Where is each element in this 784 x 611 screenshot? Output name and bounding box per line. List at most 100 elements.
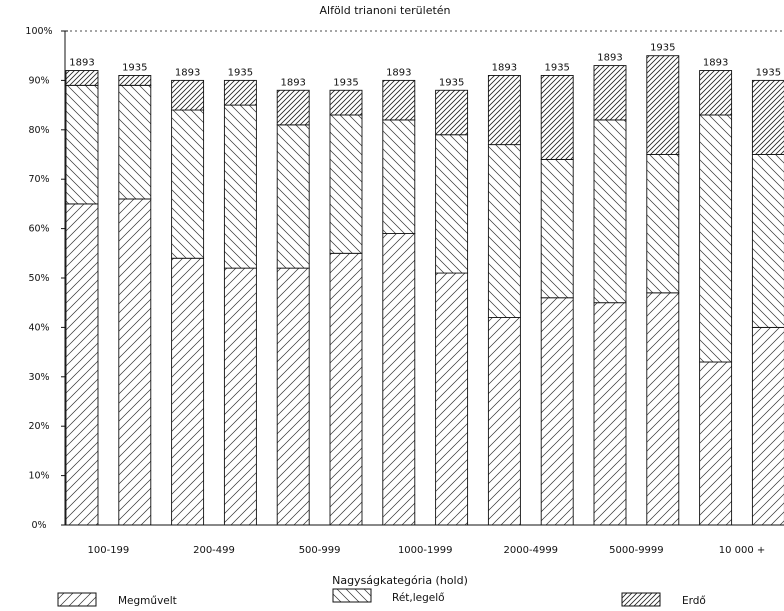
bar-stack (646, 55, 680, 526)
bar-stack (118, 75, 152, 526)
bar-year-label: 1935 (756, 67, 781, 78)
bar-segment-erdo (223, 79, 257, 106)
x-category-label: 1000-1999 (398, 545, 453, 556)
legend-item-megmuvelt: Megművelt (57, 592, 177, 607)
bar-segment-ret-legelo (223, 104, 257, 269)
bar-year-label: 1893 (69, 58, 94, 69)
bar-segment-megmuvelt (329, 252, 363, 526)
bar-segment-ret-legelo (118, 84, 152, 200)
chart-title: Alföld trianoni területén (319, 4, 450, 17)
bar-stack (593, 65, 627, 526)
x-category-label: 5000-9999 (609, 545, 664, 556)
bar-year-label: 1893 (175, 67, 200, 78)
bar-year-label: 1935 (122, 62, 147, 73)
y-tick-label: 80% (28, 125, 49, 136)
bar-year-label: 1893 (280, 77, 305, 88)
bar-stack (382, 79, 416, 526)
bar-segment-ret-legelo (487, 144, 521, 318)
y-tick-label: 40% (28, 322, 49, 333)
bar-segment-erdo (646, 55, 680, 155)
bar-segment-ret-legelo (65, 84, 99, 205)
bar-segment-ret-legelo (646, 154, 680, 294)
bar-segment-ret-legelo (276, 124, 310, 269)
legend-label-ret-legelo: Rét,legelő (392, 592, 445, 604)
bar-year-label: 1893 (492, 62, 517, 73)
bar-segment-megmuvelt (435, 272, 469, 526)
bar-segment-megmuvelt (699, 361, 733, 526)
year-labels-group: 1893 1935 1893 1935 1893 1935 1893 1935 1893 1935… (69, 43, 781, 89)
bar-segment-erdo (329, 89, 363, 116)
bar-segment-erdo (65, 70, 99, 86)
x-category-label: 500-999 (299, 545, 341, 556)
bar-segment-megmuvelt (276, 267, 310, 526)
bar-stack (171, 79, 205, 526)
bar-stack (435, 89, 469, 526)
bar-segment-megmuvelt (171, 257, 205, 526)
bar-segment-megmuvelt (382, 233, 416, 526)
bar-segment-ret-legelo (699, 114, 733, 363)
bar-stack (65, 70, 99, 526)
bar-stack (329, 89, 363, 526)
legend: Megművelt Rét,legelő Erdő (57, 588, 706, 607)
bar-segment-megmuvelt (487, 317, 521, 526)
bar-segment-ret-legelo (435, 134, 469, 274)
bar-segment-erdo (487, 75, 521, 146)
legend-swatch-ret-legelo (332, 588, 372, 603)
bar-segment-erdo (171, 79, 205, 111)
bar-year-label: 1893 (703, 58, 728, 69)
legend-label-erdo: Erdő (682, 595, 706, 607)
bar-stack (751, 79, 784, 526)
bar-year-label: 1893 (386, 67, 411, 78)
bar-segment-megmuvelt (223, 267, 257, 526)
bar-segment-megmuvelt (118, 198, 152, 526)
bar-year-label: 1935 (544, 62, 569, 73)
bar-year-label: 1935 (650, 43, 675, 54)
bar-year-label: 1935 (439, 77, 464, 88)
x-axis: 100-199 200-499 500-999 1000-1999 2000-4999 5… (65, 524, 784, 556)
y-tick-label: 100% (25, 26, 52, 37)
legend-swatch-megmuvelt (57, 592, 97, 607)
bar-segment-erdo (276, 89, 310, 126)
bar-segment-erdo (751, 79, 784, 155)
bar-segment-erdo (118, 75, 152, 86)
x-category-label: 100-199 (88, 545, 130, 556)
y-tick-label: 20% (28, 421, 49, 432)
bar-segment-erdo (699, 70, 733, 116)
y-tick-label: 10% (28, 471, 49, 482)
bar-segment-erdo (540, 75, 574, 160)
bar-segment-ret-legelo (540, 158, 574, 299)
y-tick-label: 70% (28, 174, 49, 185)
y-tick-label: 0% (31, 520, 46, 531)
x-axis-label: Nagyságkategória (hold) (332, 574, 468, 587)
legend-item-erdo: Erdő (621, 592, 706, 607)
bar-segment-ret-legelo (171, 109, 205, 259)
bar-segment-erdo (435, 89, 469, 136)
x-category-label: 10 000 + (719, 545, 766, 556)
x-category-label: 2000-4999 (504, 545, 559, 556)
y-tick-label: 60% (28, 224, 49, 235)
x-category-label: 200-499 (193, 545, 235, 556)
bar-segment-ret-legelo (593, 119, 627, 304)
bar-stack (699, 70, 733, 526)
bar-segment-megmuvelt (65, 203, 99, 526)
y-tick-label: 90% (28, 75, 49, 86)
legend-label-megmuvelt: Megművelt (118, 595, 177, 607)
legend-item-ret-legelo: Rét,legelő (332, 588, 445, 604)
bar-segment-erdo (382, 79, 416, 121)
bar-year-label: 1935 (333, 77, 358, 88)
legend-swatch-erdo (621, 592, 661, 607)
y-tick-label: 50% (28, 273, 49, 284)
bar-segment-ret-legelo (751, 154, 784, 328)
y-tick-label: 30% (28, 372, 49, 383)
bar-segment-ret-legelo (382, 119, 416, 234)
bar-year-label: 1893 (597, 53, 622, 64)
bar-stack (540, 75, 574, 526)
bar-stack (223, 79, 257, 526)
bar-year-label: 1935 (228, 67, 253, 78)
bars-group (65, 55, 784, 526)
bar-segment-ret-legelo (329, 114, 363, 254)
bar-segment-megmuvelt (751, 326, 784, 526)
bar-stack (276, 89, 310, 526)
bar-stack (487, 75, 521, 526)
